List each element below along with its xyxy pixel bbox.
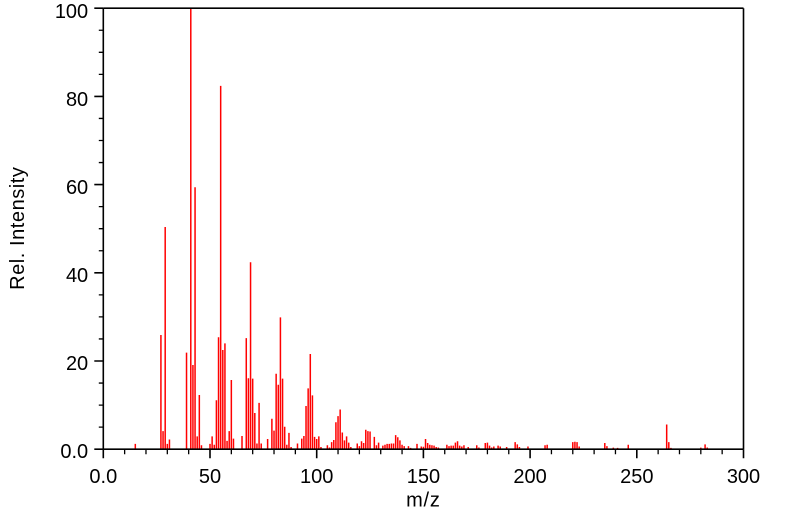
svg-text:0.0: 0.0 (89, 466, 117, 488)
svg-text:150: 150 (407, 466, 440, 488)
svg-text:200: 200 (513, 466, 546, 488)
svg-text:20: 20 (66, 353, 88, 375)
svg-text:300: 300 (727, 466, 760, 488)
svg-text:80: 80 (66, 89, 88, 111)
svg-text:m/z: m/z (406, 490, 441, 512)
svg-text:100: 100 (55, 1, 88, 23)
svg-text:250: 250 (620, 466, 653, 488)
svg-text:100: 100 (300, 466, 333, 488)
svg-text:40: 40 (66, 265, 88, 287)
svg-text:0.0: 0.0 (60, 441, 88, 463)
svg-text:50: 50 (199, 466, 221, 488)
svg-text:60: 60 (66, 177, 88, 199)
svg-text:Rel. Intensity: Rel. Intensity (7, 167, 29, 290)
